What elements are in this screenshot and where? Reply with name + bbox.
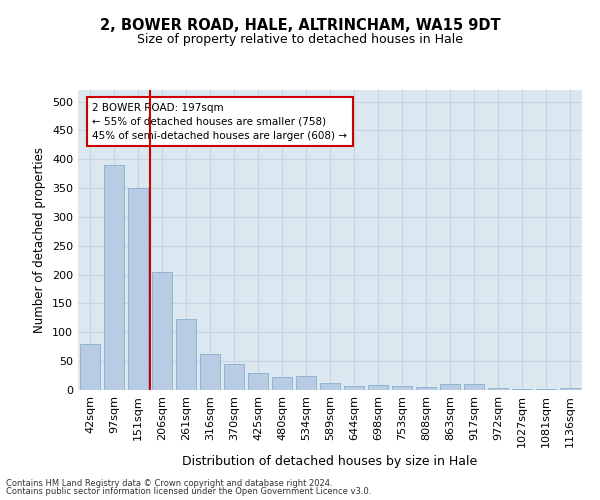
Text: 2 BOWER ROAD: 197sqm
← 55% of detached houses are smaller (758)
45% of semi-deta: 2 BOWER ROAD: 197sqm ← 55% of detached h… [92,102,347,141]
Bar [128,188,148,390]
Bar [296,376,316,390]
Bar [104,165,124,390]
Bar [248,372,268,390]
Bar [200,354,220,390]
Bar [320,382,340,390]
Text: 2, BOWER ROAD, HALE, ALTRINCHAM, WA15 9DT: 2, BOWER ROAD, HALE, ALTRINCHAM, WA15 9D… [100,18,500,32]
Bar [80,344,100,390]
Text: Contains public sector information licensed under the Open Government Licence v3: Contains public sector information licen… [6,487,371,496]
Bar [368,386,388,390]
Bar [416,386,436,390]
Bar [488,388,508,390]
X-axis label: Distribution of detached houses by size in Hale: Distribution of detached houses by size … [182,455,478,468]
Bar [176,319,196,390]
Text: Size of property relative to detached houses in Hale: Size of property relative to detached ho… [137,32,463,46]
Bar [560,388,580,390]
Bar [464,384,484,390]
Bar [392,386,412,390]
Bar [344,386,364,390]
Y-axis label: Number of detached properties: Number of detached properties [34,147,46,333]
Text: Contains HM Land Registry data © Crown copyright and database right 2024.: Contains HM Land Registry data © Crown c… [6,478,332,488]
Bar [440,384,460,390]
Bar [536,389,556,390]
Bar [152,272,172,390]
Bar [512,389,532,390]
Bar [272,378,292,390]
Bar [224,364,244,390]
